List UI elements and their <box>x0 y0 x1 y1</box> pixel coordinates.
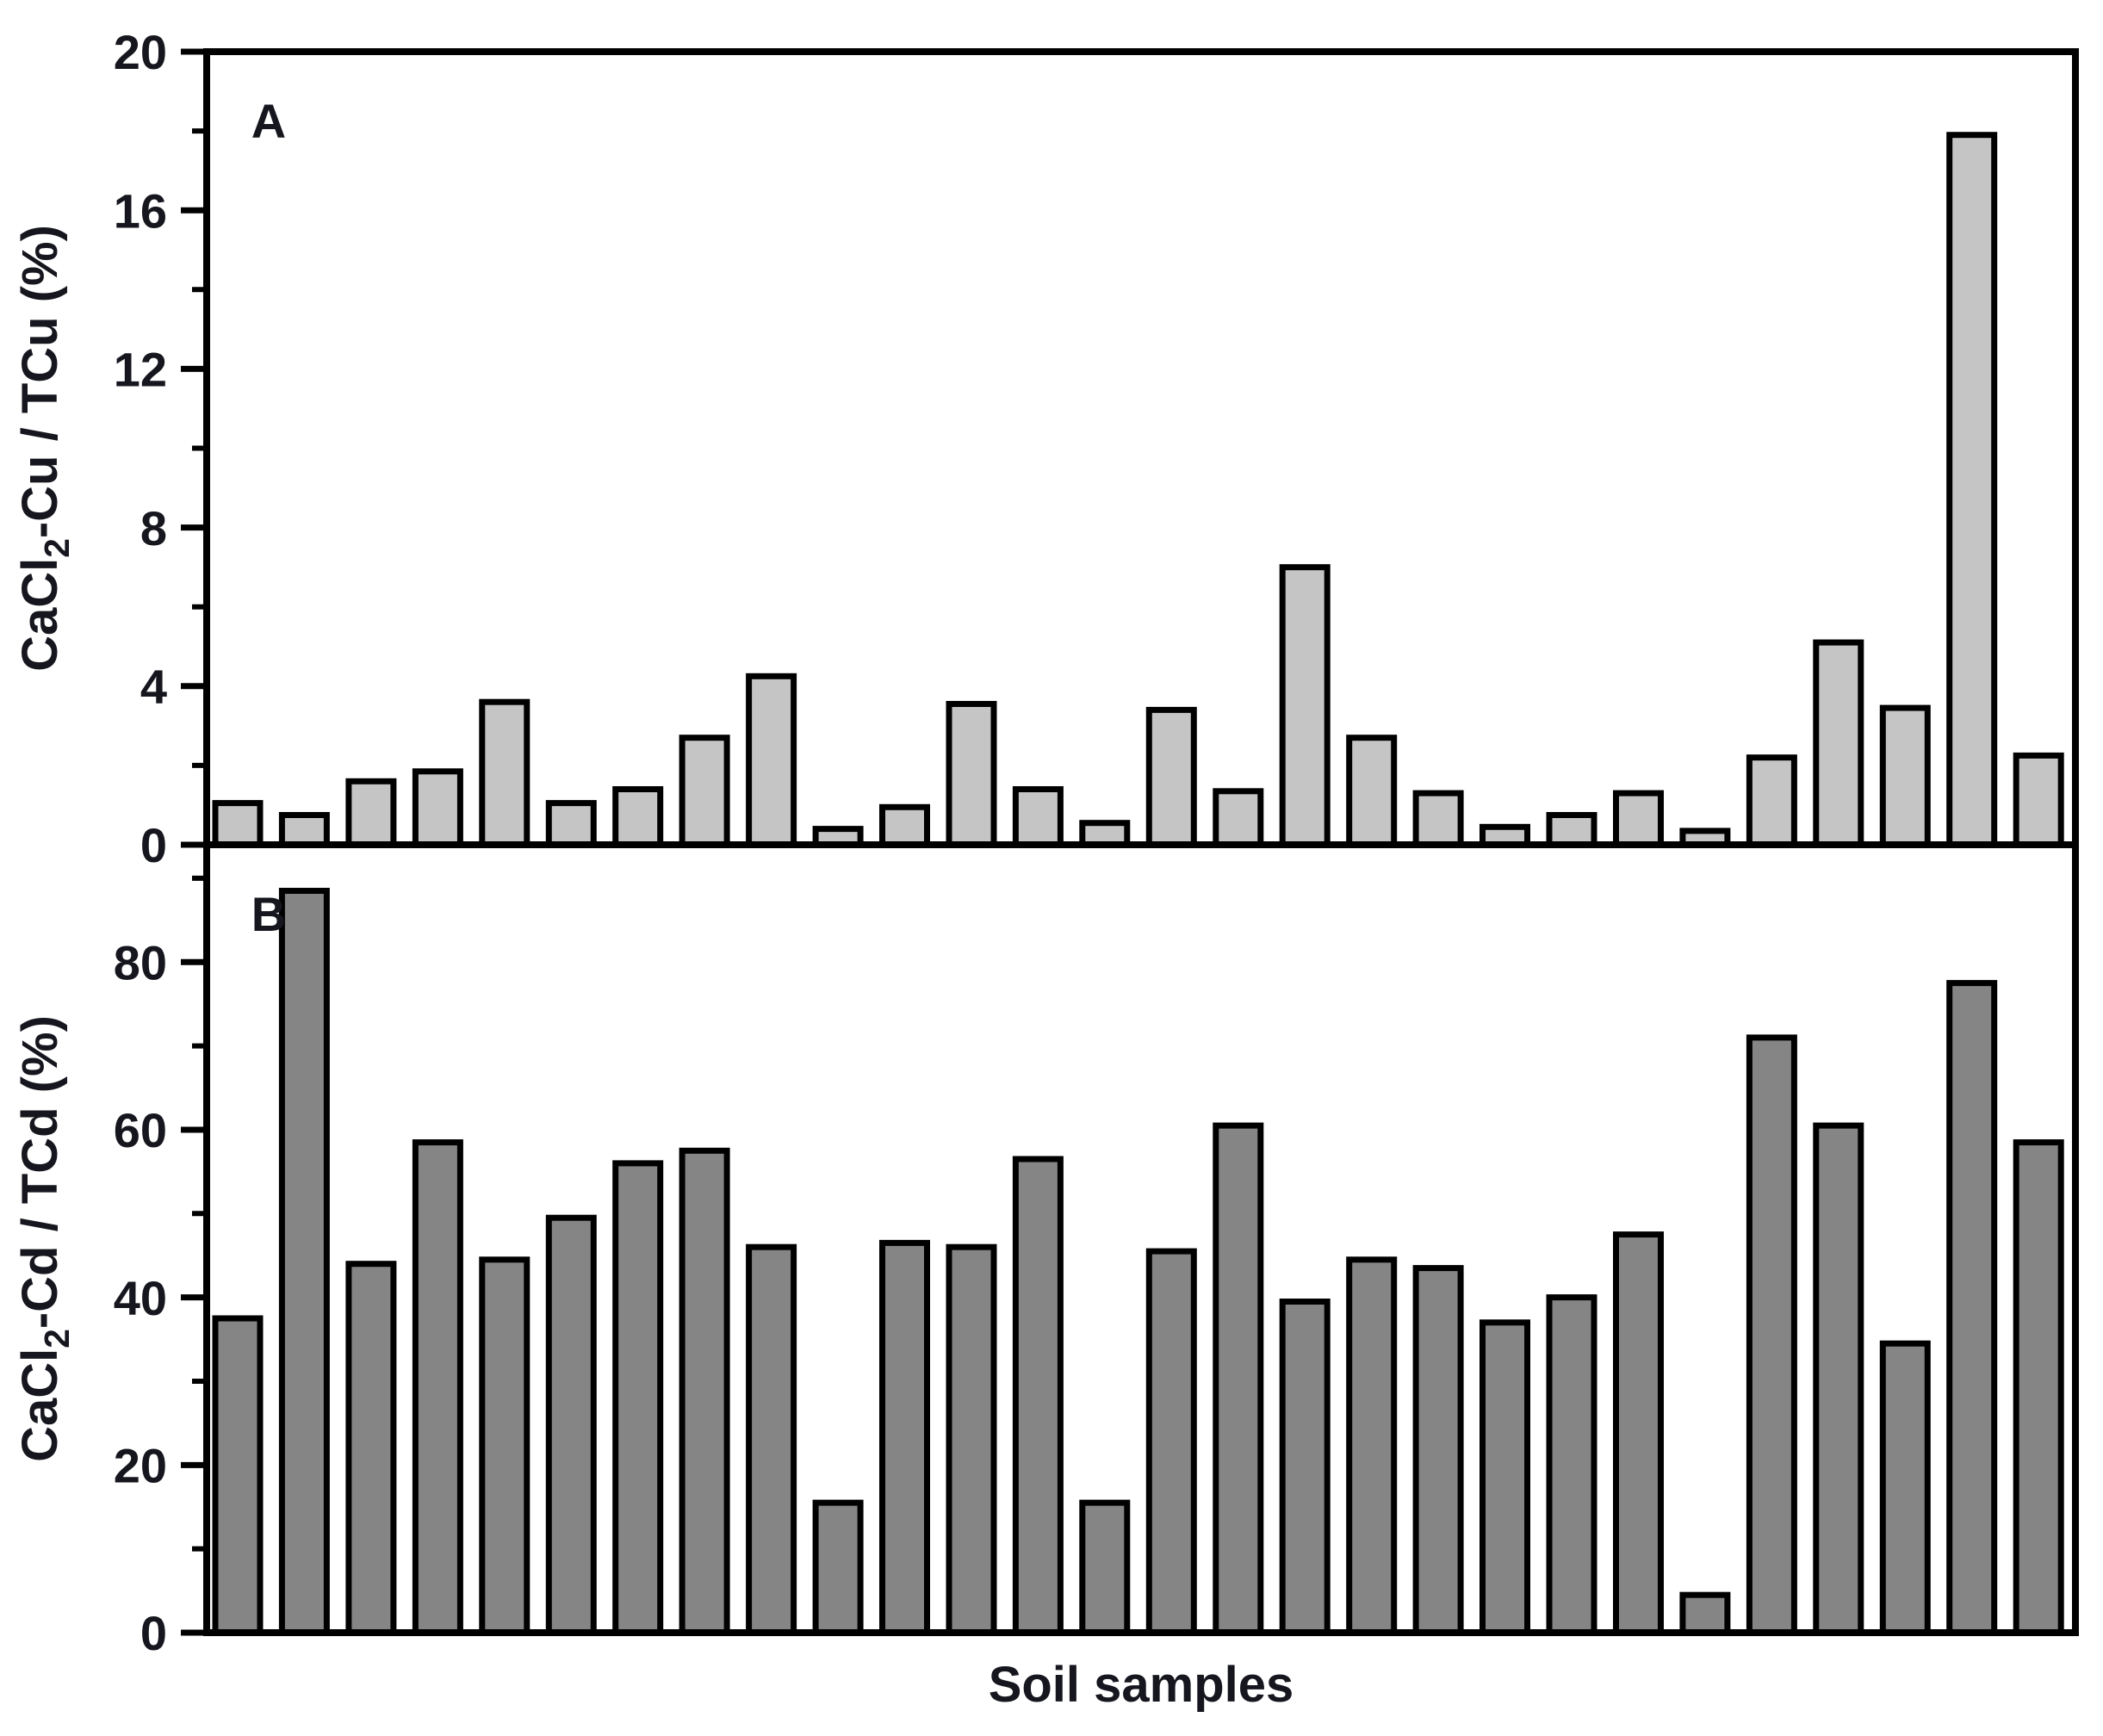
bar-panel-B-sample-24 <box>1746 1034 1797 1636</box>
bar-panel-B-sample-28 <box>2013 1139 2064 1636</box>
bar-panel-A-sample-18 <box>1346 735 1398 848</box>
y-tick-label: 4 <box>140 660 167 714</box>
y-tick-label: 20 <box>114 25 167 79</box>
x-axis-title: Soil samples <box>989 1657 1294 1713</box>
bar-panel-B-sample-4 <box>412 1139 463 1636</box>
bar-panel-B-sample-11 <box>879 1239 930 1636</box>
bar-panel-A-sample-15 <box>1145 706 1197 848</box>
y-tick-label: 0 <box>140 818 167 872</box>
bar-panel-B-sample-20 <box>1480 1319 1530 1636</box>
bar-panel-B-sample-6 <box>545 1214 597 1636</box>
bar-panel-B-sample-13 <box>1012 1156 1064 1636</box>
bar-panel-B-sample-2 <box>278 888 330 1636</box>
bar-panel-B-sample-19 <box>1412 1265 1464 1636</box>
bar-panel-B-sample-27 <box>1946 980 1998 1636</box>
y-tick-label: 60 <box>114 1103 167 1157</box>
bar-panel-B-sample-12 <box>946 1243 997 1636</box>
y-tick-label: 0 <box>140 1606 167 1660</box>
bar-panel-A-sample-11 <box>879 803 930 848</box>
bar-panel-A-sample-2 <box>278 812 330 848</box>
bar-panel-A-sample-17 <box>1279 564 1331 848</box>
y-tick-label: 20 <box>114 1438 167 1492</box>
bar-panel-A-sample-7 <box>612 786 664 848</box>
y-axis-title-panel-A: CaCl2-Cu / TCu (%) <box>12 225 77 672</box>
bar-panel-A-sample-1 <box>212 800 264 848</box>
bar-panel-A-sample-5 <box>479 698 530 848</box>
bar-panel-B-sample-8 <box>679 1147 730 1636</box>
bar-panel-A-sample-4 <box>412 768 463 848</box>
y-tick-label: 16 <box>114 183 167 238</box>
y-tick-label: 80 <box>114 935 167 989</box>
bar-panel-A-sample-26 <box>1879 704 1931 848</box>
bar-panel-B-sample-3 <box>345 1261 397 1636</box>
bar-panel-B-sample-23 <box>1679 1591 1731 1636</box>
bar-panel-B-sample-10 <box>812 1499 864 1636</box>
bar-panel-B-sample-15 <box>1145 1248 1197 1636</box>
bar-panel-B-sample-1 <box>212 1315 264 1636</box>
bar-panel-B-sample-16 <box>1213 1122 1264 1636</box>
bar-panel-A-sample-16 <box>1213 788 1264 848</box>
bar-panel-A-sample-9 <box>746 673 797 848</box>
bar-panel-A-sample-21 <box>1546 812 1597 848</box>
y-axis-title-panel-B: CaCl2-Cd / TCd (%) <box>12 1015 77 1462</box>
bar-panel-A-sample-19 <box>1412 790 1464 848</box>
bar-panel-A-sample-12 <box>946 701 997 848</box>
y-tick-label: 40 <box>114 1271 167 1325</box>
bar-panel-A-sample-28 <box>2013 752 2064 848</box>
bar-panel-B-sample-7 <box>612 1160 664 1636</box>
bar-panel-B-sample-9 <box>746 1243 797 1636</box>
bar-panel-A-sample-8 <box>679 735 730 848</box>
bar-panel-B-sample-14 <box>1079 1499 1131 1636</box>
bar-panel-B-sample-25 <box>1813 1122 1864 1636</box>
bar-panel-B-sample-5 <box>479 1256 530 1636</box>
bar-panel-B-sample-17 <box>1279 1299 1331 1636</box>
bar-panel-A-sample-13 <box>1012 786 1064 848</box>
bar-panel-A-sample-3 <box>345 778 397 848</box>
y-tick-label: 12 <box>114 343 167 397</box>
panel-letter-B: B <box>251 887 286 941</box>
bar-panel-B-sample-18 <box>1346 1256 1398 1636</box>
bar-panel-A-sample-24 <box>1746 754 1797 848</box>
y-tick-label: 8 <box>140 501 167 555</box>
bar-panel-A-sample-22 <box>1613 790 1664 848</box>
bar-panel-A-sample-27 <box>1946 132 1998 848</box>
bar-panel-B-sample-21 <box>1546 1294 1597 1636</box>
bar-panel-A-sample-25 <box>1813 639 1864 848</box>
panel-letter-A: A <box>251 94 286 148</box>
bar-panel-A-sample-6 <box>545 800 597 848</box>
bar-panel-B-sample-22 <box>1613 1231 1664 1636</box>
bar-panel-B-sample-26 <box>1879 1340 1931 1636</box>
